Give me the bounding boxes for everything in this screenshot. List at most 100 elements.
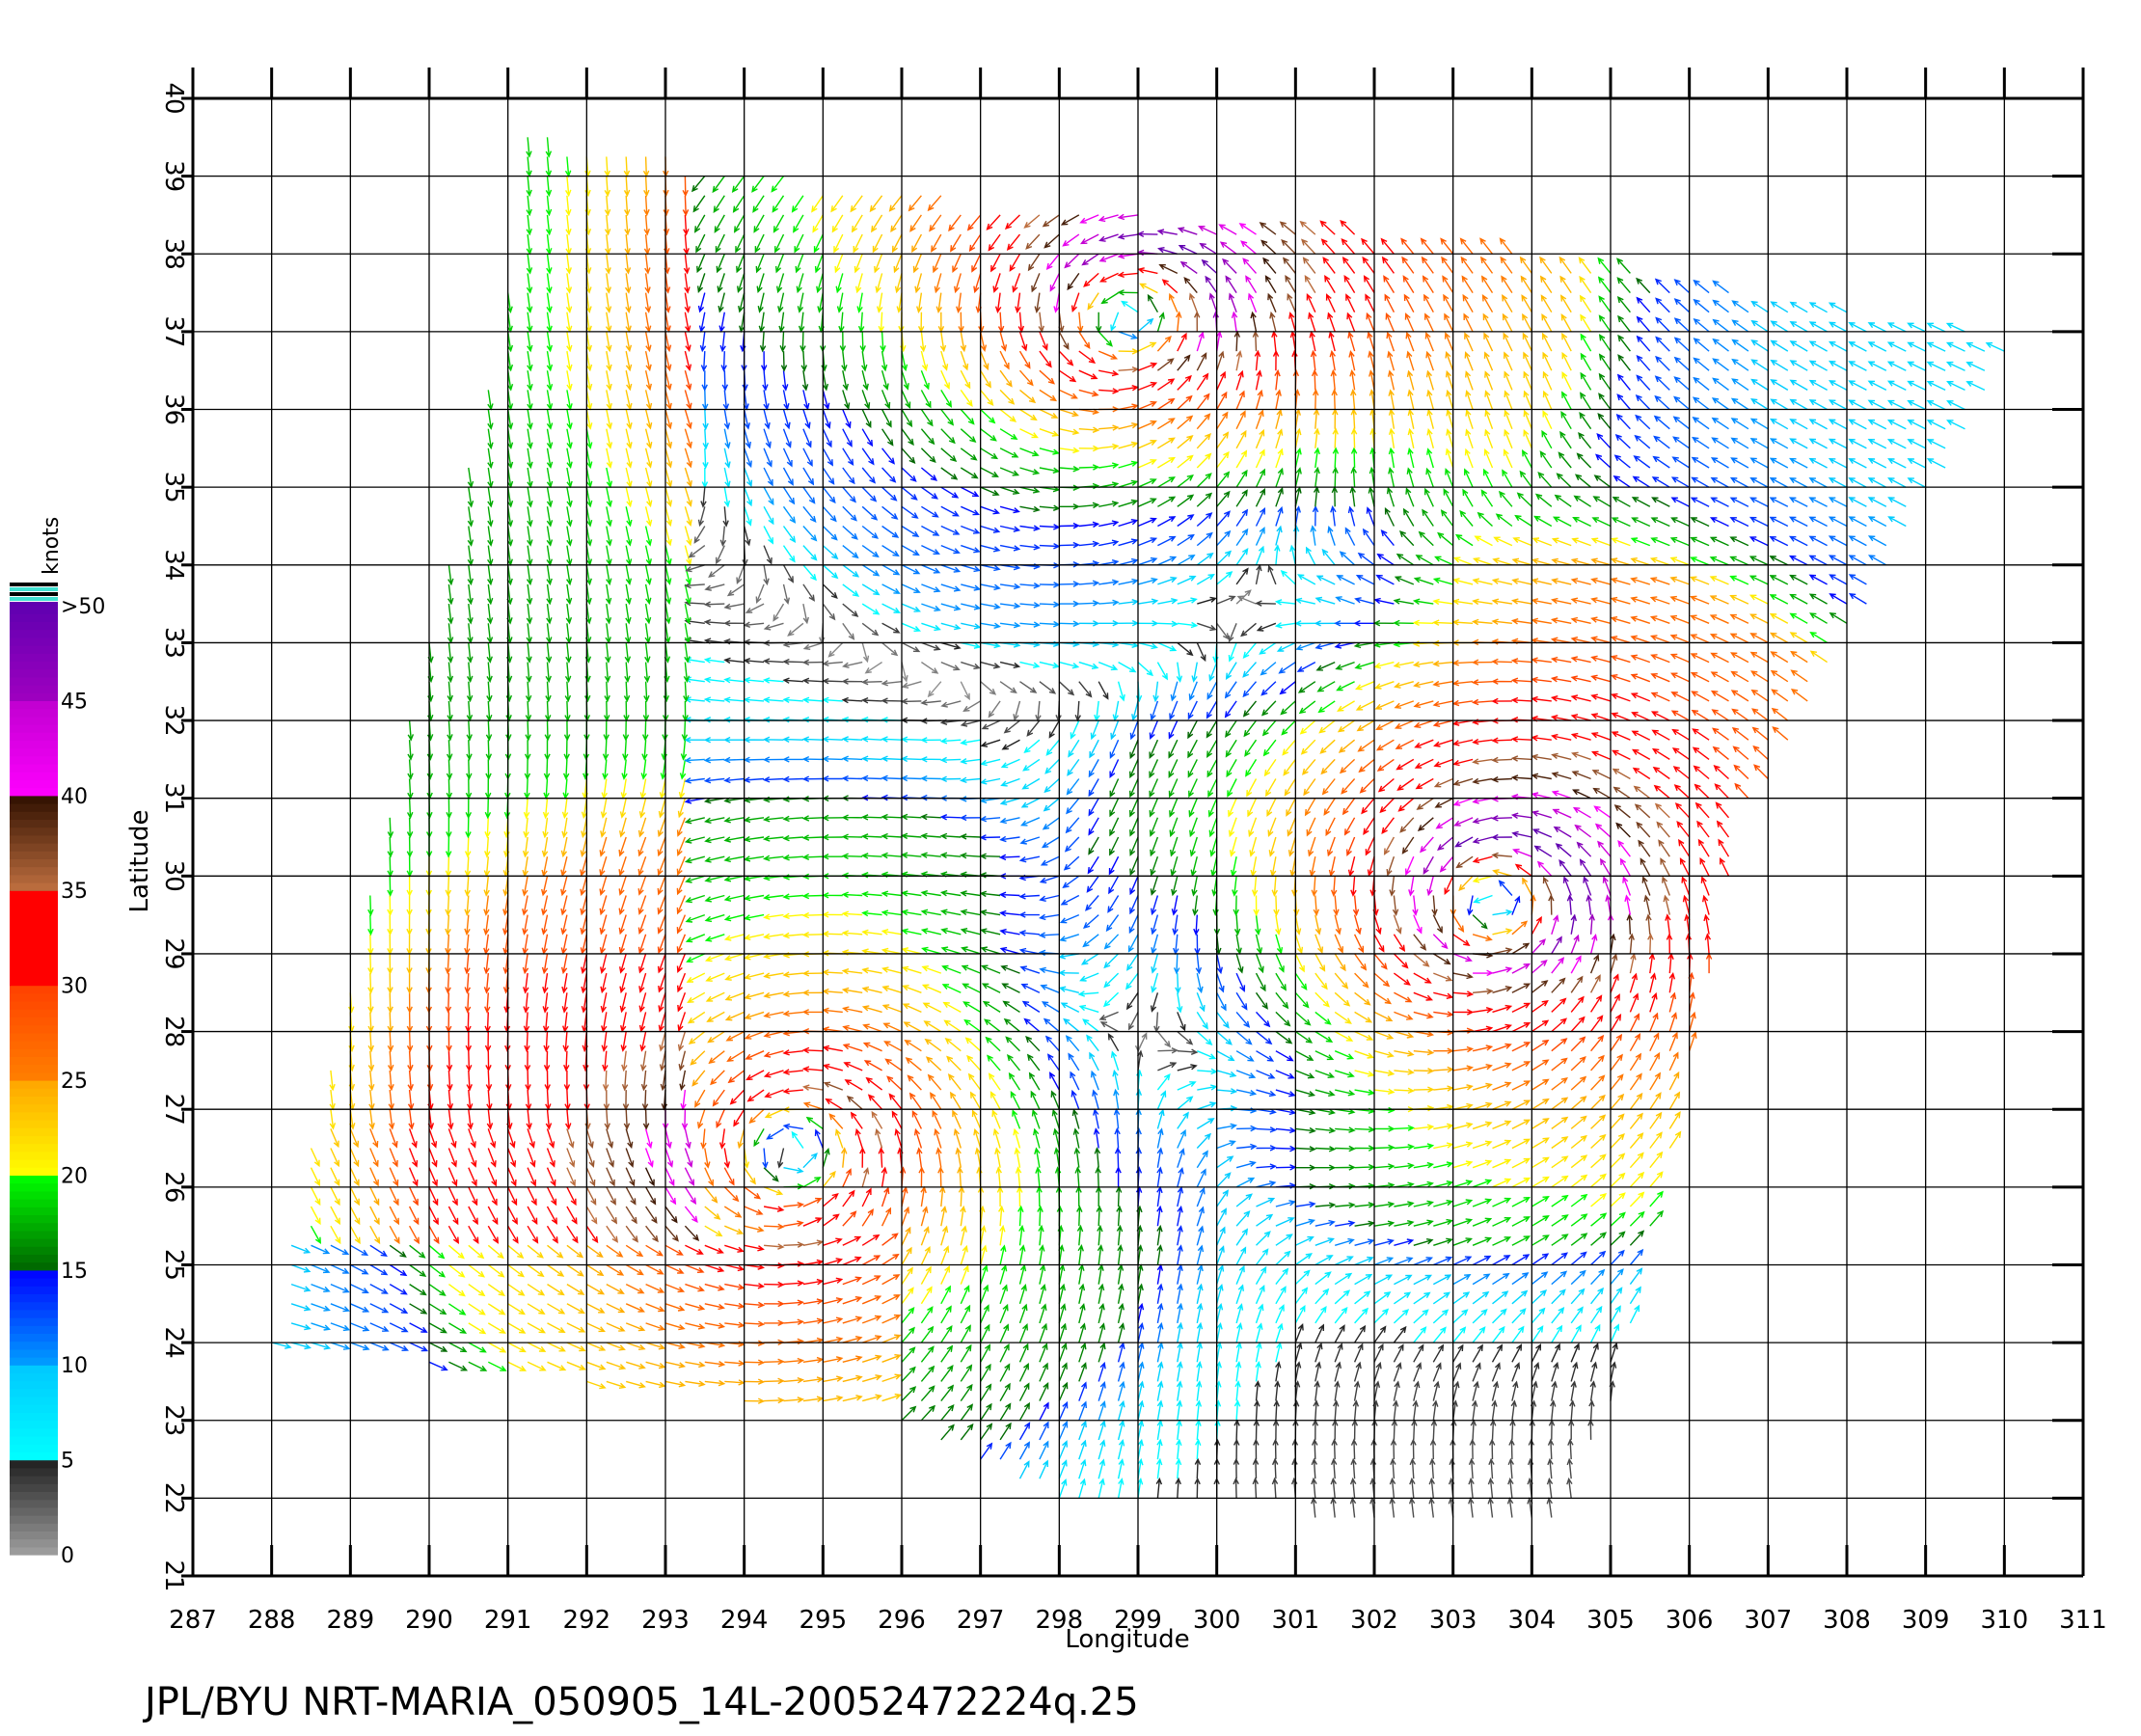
wind-vector xyxy=(1433,1161,1454,1169)
wind-vector xyxy=(731,176,745,193)
wind-vector xyxy=(833,233,844,254)
wind-vector xyxy=(1788,497,1808,507)
wind-vector xyxy=(893,254,903,274)
wind-vector xyxy=(744,486,753,507)
wind-vector xyxy=(1484,370,1494,391)
wind-vector xyxy=(566,1244,584,1259)
wind-vector xyxy=(1394,681,1414,689)
colorbar-cap xyxy=(10,583,58,586)
wind-vector xyxy=(1177,1302,1183,1324)
wind-vector xyxy=(940,505,960,517)
wind-vector xyxy=(604,1109,610,1130)
wind-vector xyxy=(1028,1071,1041,1091)
wind-vector xyxy=(1177,1012,1186,1032)
wind-vector xyxy=(1510,812,1532,819)
wind-vector xyxy=(1655,355,1670,371)
wind-vector xyxy=(881,697,903,704)
wind-vector xyxy=(1118,599,1139,606)
wind-vector xyxy=(1551,914,1559,936)
y-tick-label: 23 xyxy=(159,1404,188,1436)
wind-vector xyxy=(1177,1064,1198,1071)
wind-vector xyxy=(566,1361,586,1370)
wind-vector xyxy=(1531,735,1552,742)
wind-vector xyxy=(822,736,843,743)
wind-vector xyxy=(1392,1399,1399,1421)
wind-vector xyxy=(1196,992,1206,1013)
wind-vector xyxy=(1848,574,1867,585)
wind-vector xyxy=(487,545,494,566)
wind-vector xyxy=(723,855,745,863)
wind-vector xyxy=(1354,1182,1376,1189)
wind-vector xyxy=(720,351,727,372)
wind-vector xyxy=(428,1206,439,1226)
wind-vector xyxy=(1355,574,1375,585)
wind-vector xyxy=(1570,637,1591,644)
wind-vector xyxy=(1333,620,1355,627)
wind-vector xyxy=(1945,361,1965,371)
wind-vector xyxy=(1157,535,1177,547)
wind-vector xyxy=(842,1044,863,1052)
wind-vector xyxy=(1222,258,1237,274)
wind-vector xyxy=(487,487,494,508)
wind-vector xyxy=(622,1090,630,1111)
wind-vector xyxy=(1384,507,1396,527)
wind-vector xyxy=(1235,1209,1251,1227)
wind-vector xyxy=(881,1253,900,1266)
wind-vector xyxy=(1374,700,1395,710)
wind-vector xyxy=(387,836,393,858)
wind-vector xyxy=(778,312,785,334)
wind-vector xyxy=(1534,493,1553,507)
wind-vector xyxy=(1137,577,1158,585)
wind-vector xyxy=(1886,419,1907,430)
wind-vector xyxy=(1216,1140,1236,1150)
wind-vector xyxy=(625,1263,644,1276)
wind-vector xyxy=(1472,1044,1494,1052)
wind-vector xyxy=(1102,991,1120,1008)
wind-vector xyxy=(677,992,687,1013)
wind-vector xyxy=(1985,341,2005,352)
wind-vector xyxy=(1551,597,1572,605)
colorbar-segment xyxy=(10,779,58,789)
wind-vector xyxy=(428,1128,438,1149)
wind-vector xyxy=(1078,681,1093,698)
wind-vector xyxy=(446,778,453,800)
wind-vector xyxy=(1098,462,1120,469)
wind-vector xyxy=(1670,497,1691,507)
wind-vector xyxy=(1539,275,1553,293)
wind-vector xyxy=(1643,894,1651,915)
wind-vector xyxy=(1070,1071,1080,1091)
wind-vector xyxy=(1043,777,1060,794)
wind-vector xyxy=(684,331,691,352)
wind-vector xyxy=(1512,848,1532,857)
wind-vector xyxy=(1321,778,1336,796)
wind-vector xyxy=(1443,488,1454,507)
wind-vector xyxy=(1610,1073,1624,1091)
wind-vector xyxy=(822,583,838,600)
wind-vector xyxy=(1828,457,1848,469)
wind-vector xyxy=(1098,443,1120,450)
wind-vector xyxy=(606,370,612,392)
wind-vector xyxy=(802,1376,825,1383)
wind-vector xyxy=(1196,1244,1205,1265)
wind-vector xyxy=(1429,1457,1436,1479)
wind-vector xyxy=(696,254,706,274)
wind-vector xyxy=(1157,456,1176,469)
wind-vector xyxy=(801,834,824,841)
wind-vector xyxy=(1072,1127,1080,1149)
wind-vector xyxy=(1589,934,1598,955)
wind-vector xyxy=(484,798,492,820)
wind-vector xyxy=(758,312,766,334)
wind-vector xyxy=(1255,914,1261,936)
wind-vector xyxy=(1177,332,1187,352)
wind-vector xyxy=(763,1167,779,1182)
wind-vector xyxy=(1965,362,1986,371)
wind-vector xyxy=(702,448,709,470)
wind-vector xyxy=(865,1076,883,1091)
wind-vector xyxy=(1590,1305,1603,1324)
wind-vector xyxy=(1255,1303,1264,1324)
wind-vector xyxy=(1789,612,1808,624)
wind-vector xyxy=(1650,537,1670,547)
wind-vector xyxy=(468,1206,478,1226)
wind-vector xyxy=(861,564,881,577)
wind-vector xyxy=(1655,316,1670,333)
